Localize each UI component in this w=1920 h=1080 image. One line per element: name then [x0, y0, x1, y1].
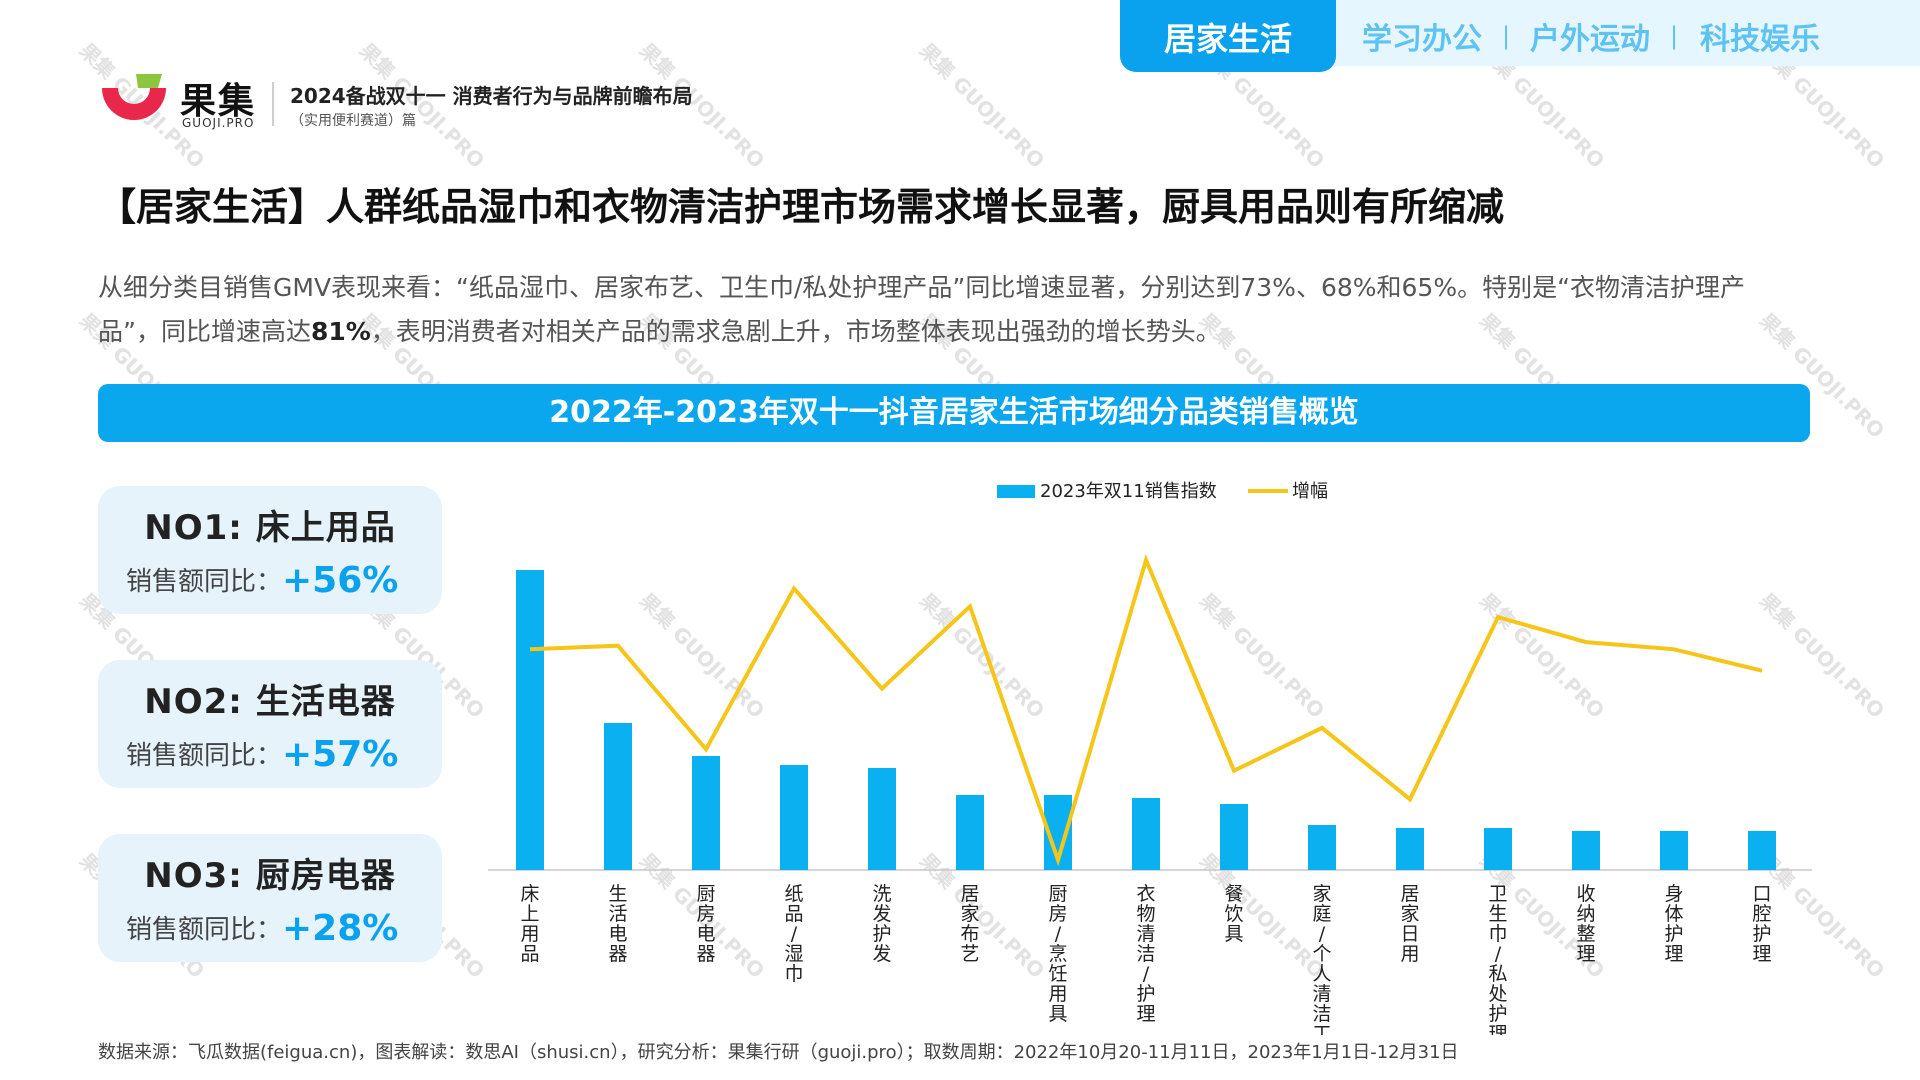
data-source-note: 数据来源：飞瓜数据(feigua.cn)，图表解读：数思AI（shusi.cn）…: [98, 1042, 1459, 1063]
card-metric-label: 销售额同比：: [126, 741, 283, 771]
brand-logo: [102, 74, 166, 120]
card-metric-label: 销售额同比：: [126, 915, 283, 945]
category-label-14: 身体护理: [1664, 883, 1683, 965]
card-metric: 销售额同比：+56%: [126, 560, 398, 601]
category-label-11: 居家日用: [1400, 883, 1419, 965]
card-metric-label: 销售额同比：: [126, 567, 283, 597]
legend-bar-label: 2023年双11销售指数: [1040, 481, 1217, 502]
ranking-card-1: NO1: 床上用品 销售额同比：+56%: [98, 486, 442, 614]
nav-separator: |: [1502, 22, 1511, 50]
category-label-4: 纸品/湿巾: [784, 883, 803, 985]
header-divider: [272, 82, 274, 126]
nav-tab-outdoor-sports[interactable]: 户外运动: [1530, 22, 1650, 57]
description-text: 从细分类目销售GMV表现来看：“纸品湿巾、居家布艺、卫生巾/私处护理产品”同比增…: [98, 273, 1746, 346]
bar-2: [604, 723, 632, 870]
category-label-2: 生活电器: [608, 883, 627, 965]
card-metric-value: +57%: [282, 734, 399, 775]
report-title: 2024备战双十一 消费者行为与品牌前瞻布局: [290, 84, 693, 108]
card-title: NO1: 床上用品: [144, 508, 396, 548]
category-label-7: 厨房/烹饪用具: [1048, 883, 1067, 1025]
category-label-3: 厨房电器: [696, 883, 715, 965]
description-text-end: ，表明消费者对相关产品的需求急剧上升，市场整体表现出强劲的增长势头。: [370, 317, 1221, 346]
brand-name: 果集: [180, 81, 257, 122]
ranking-card-3: NO3: 厨房电器 销售额同比：+28%: [98, 834, 442, 962]
brand-domain: GUOJI.PRO: [182, 116, 255, 130]
category-label-15: 口腔护理: [1752, 883, 1771, 965]
report-subtitle: （实用便利赛道）篇: [290, 113, 416, 129]
category-label-1: 床上用品: [520, 883, 539, 965]
bar-5: [868, 768, 896, 870]
bar-4: [780, 765, 808, 870]
chart-legend: 2023年双11销售指数 增幅: [997, 481, 1328, 502]
bar-11: [1396, 828, 1424, 870]
chart-banner-title: 2022年-2023年双十一抖音居家生活市场细分品类销售概览: [98, 384, 1810, 442]
bar-10: [1308, 825, 1336, 870]
category-label-5: 洗发护发: [872, 883, 891, 965]
watermark-text: 果集 GUOJI.PRO: [914, 38, 1050, 173]
category-label-10: 家庭/个人清洁工具: [1312, 883, 1331, 1035]
nav-separator: |: [1670, 22, 1679, 50]
card-title: NO2: 生活电器: [144, 682, 396, 722]
bar-14: [1660, 831, 1688, 870]
nav-tab-study-office[interactable]: 学习办公: [1362, 22, 1482, 57]
bar-3: [692, 756, 720, 870]
page-headline: 【居家生活】人群纸品湿巾和衣物清洁护理市场需求增长显著，厨具用品则有所缩减: [98, 185, 1505, 229]
bar-8: [1132, 798, 1160, 870]
ranking-card-2: NO2: 生活电器 销售额同比：+57%: [98, 660, 442, 788]
nav-tab-home-life[interactable]: 居家生活: [1120, 0, 1336, 72]
bar-15: [1748, 831, 1776, 870]
legend-line-label: 增幅: [1292, 481, 1328, 502]
category-label-13: 收纳整理: [1576, 883, 1595, 965]
category-label-9: 餐饮具: [1224, 883, 1243, 945]
category-label-12: 卫生巾/私处护理: [1488, 883, 1507, 1035]
card-metric-value: +56%: [282, 560, 399, 601]
bar-9: [1220, 804, 1248, 870]
description: 从细分类目销售GMV表现来看：“纸品湿巾、居家布艺、卫生巾/私处护理产品”同比增…: [98, 266, 1798, 354]
card-metric: 销售额同比：+57%: [126, 734, 398, 775]
card-title: NO3: 厨房电器: [144, 856, 396, 896]
bar-13: [1572, 831, 1600, 870]
nav-tab-tech-entertainment[interactable]: 科技娱乐: [1700, 22, 1820, 57]
description-highlight: 81%: [310, 317, 371, 346]
growth-line: [529, 554, 1763, 867]
card-metric-value: +28%: [282, 908, 399, 949]
category-label-6: 居家布艺: [960, 883, 979, 965]
card-metric: 销售额同比：+28%: [126, 908, 398, 949]
bar-6: [956, 795, 984, 870]
bar-12: [1484, 828, 1512, 870]
legend-bar-swatch: [997, 485, 1035, 498]
bar-1: [516, 570, 544, 870]
category-label-8: 衣物清洁/护理: [1136, 883, 1155, 1025]
